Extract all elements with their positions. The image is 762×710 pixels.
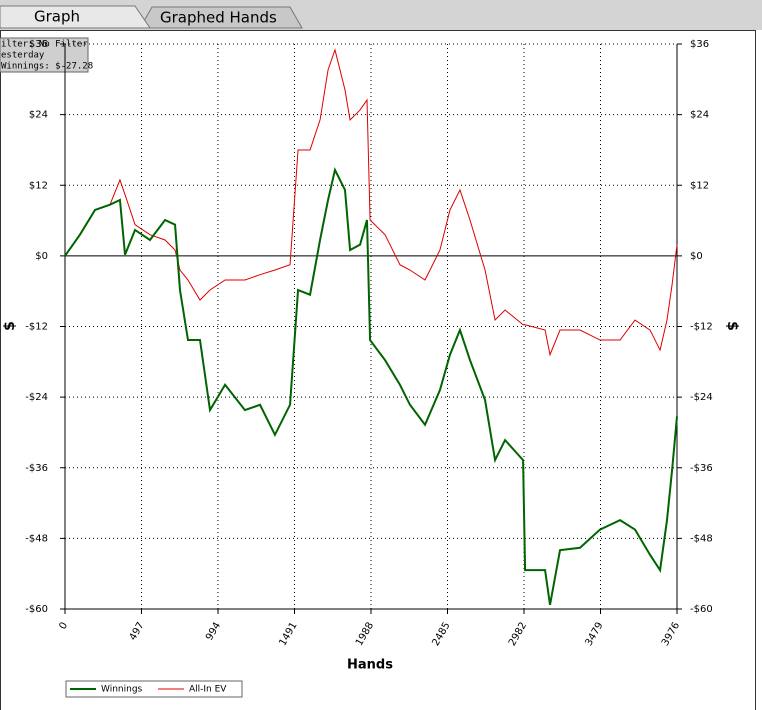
y2-tick-label: -$24	[690, 392, 713, 403]
y-tick-label: -$60	[25, 604, 48, 615]
series-line	[64, 167, 678, 606]
x-axis-label: Hands	[347, 658, 393, 673]
y2-tick-label: $36	[690, 39, 709, 50]
tab-label[interactable]: Graph	[34, 8, 80, 26]
y2-axis-label: $	[724, 321, 740, 331]
y2-tick-label: $0	[690, 251, 703, 262]
legend-label: All-In EV	[189, 685, 227, 695]
series-line	[64, 48, 678, 357]
y-tick-label: -$36	[25, 463, 48, 474]
y2-tick-label: $12	[690, 180, 709, 191]
y-tick-label: -$48	[25, 533, 48, 544]
y-tick-label: $12	[29, 180, 48, 191]
filter-text: ilter: No Filter	[1, 40, 88, 50]
tab-inactive[interactable]	[139, 6, 303, 29]
y-axis-label: $	[2, 321, 18, 331]
y2-tick-label: -$60	[690, 604, 713, 615]
legend	[65, 680, 243, 698]
x-tick-label: 0	[57, 621, 70, 632]
y-tick-label: -$12	[25, 322, 48, 333]
filter-text: Winnings: $-27.28	[1, 62, 93, 72]
y2-tick-label: -$12	[690, 322, 713, 333]
y2-tick-label: $24	[690, 110, 709, 121]
tab-label[interactable]: Graphed Hands	[160, 9, 277, 27]
legend-label: Winnings	[101, 685, 143, 695]
y-tick-label: -$24	[25, 392, 48, 403]
y-tick-label: $36	[29, 39, 48, 50]
tab-active[interactable]	[0, 5, 151, 29]
filter-text: esterday	[1, 51, 45, 61]
y2-tick-label: -$36	[690, 463, 713, 474]
y2-tick-label: -$48	[690, 533, 713, 544]
graph-panel	[0, 30, 756, 710]
y-tick-label: $0	[35, 251, 48, 262]
y-tick-label: $24	[29, 110, 48, 121]
